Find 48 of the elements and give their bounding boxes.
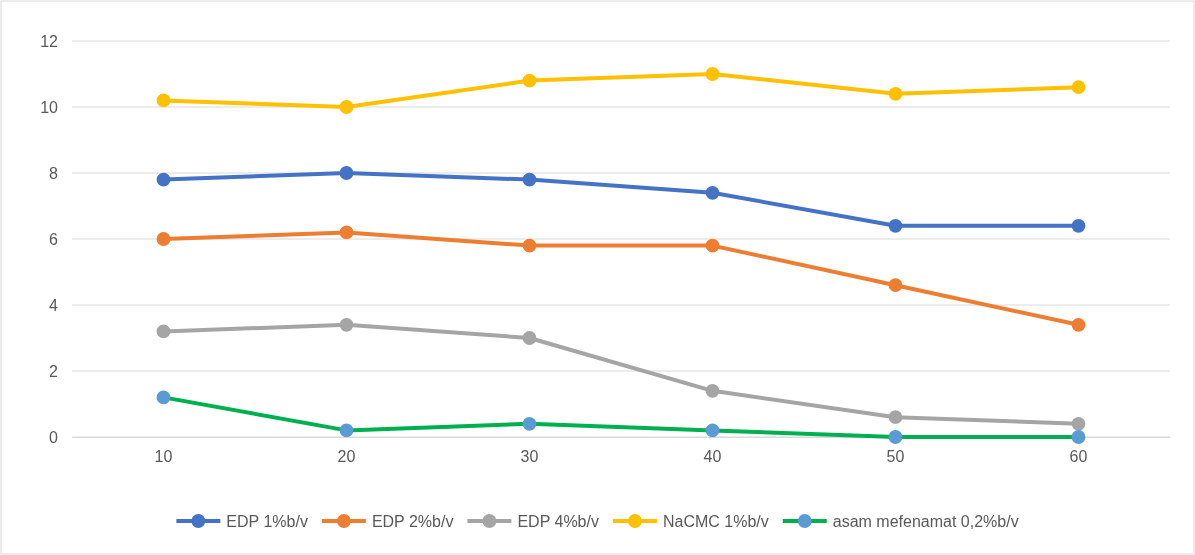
point <box>705 383 720 398</box>
point <box>339 100 354 114</box>
point <box>522 416 537 431</box>
point <box>522 73 537 88</box>
legend-label: EDP 2%b/v <box>371 513 454 530</box>
point <box>339 317 354 332</box>
y-tick-label: 2 <box>49 362 59 380</box>
point <box>888 430 903 444</box>
legend-label: asam mefenamat 0,2%b/v <box>832 513 1019 530</box>
point <box>156 93 171 108</box>
point <box>522 172 537 187</box>
y-tick-label: 10 <box>40 98 59 116</box>
point <box>1071 430 1086 444</box>
point <box>522 238 537 253</box>
point <box>888 218 903 233</box>
point <box>156 172 171 187</box>
point <box>888 86 903 101</box>
legend-label: EDP 4%b/v <box>517 513 599 530</box>
x-tick-label: 30 <box>520 448 539 466</box>
y-tick-label: 4 <box>49 296 59 314</box>
point <box>156 324 171 339</box>
point <box>705 67 720 81</box>
point <box>1071 218 1086 233</box>
y-tick-label: 12 <box>40 32 59 50</box>
point <box>1071 80 1086 95</box>
y-tick-label: 6 <box>49 230 59 248</box>
point <box>156 390 171 405</box>
point <box>339 423 354 438</box>
point <box>705 185 720 200</box>
x-tick-label: 60 <box>1069 448 1088 466</box>
x-tick-label: 40 <box>703 448 722 466</box>
point <box>339 166 354 180</box>
x-tick-label: 20 <box>337 448 356 466</box>
point <box>705 423 720 438</box>
y-tick-label: 8 <box>49 164 59 182</box>
point <box>1071 317 1086 332</box>
point <box>705 238 720 253</box>
point <box>888 410 903 425</box>
legend-label: NaCMC 1%b/v <box>662 513 769 530</box>
point <box>888 278 903 293</box>
legend-label: EDP 1%b/v <box>226 513 308 530</box>
point <box>522 331 537 345</box>
point <box>1071 416 1086 431</box>
x-tick-label: 50 <box>886 448 905 466</box>
y-tick-label: 0 <box>49 428 59 446</box>
point <box>156 232 171 246</box>
point <box>339 225 354 240</box>
x-tick-label: 10 <box>154 448 173 466</box>
